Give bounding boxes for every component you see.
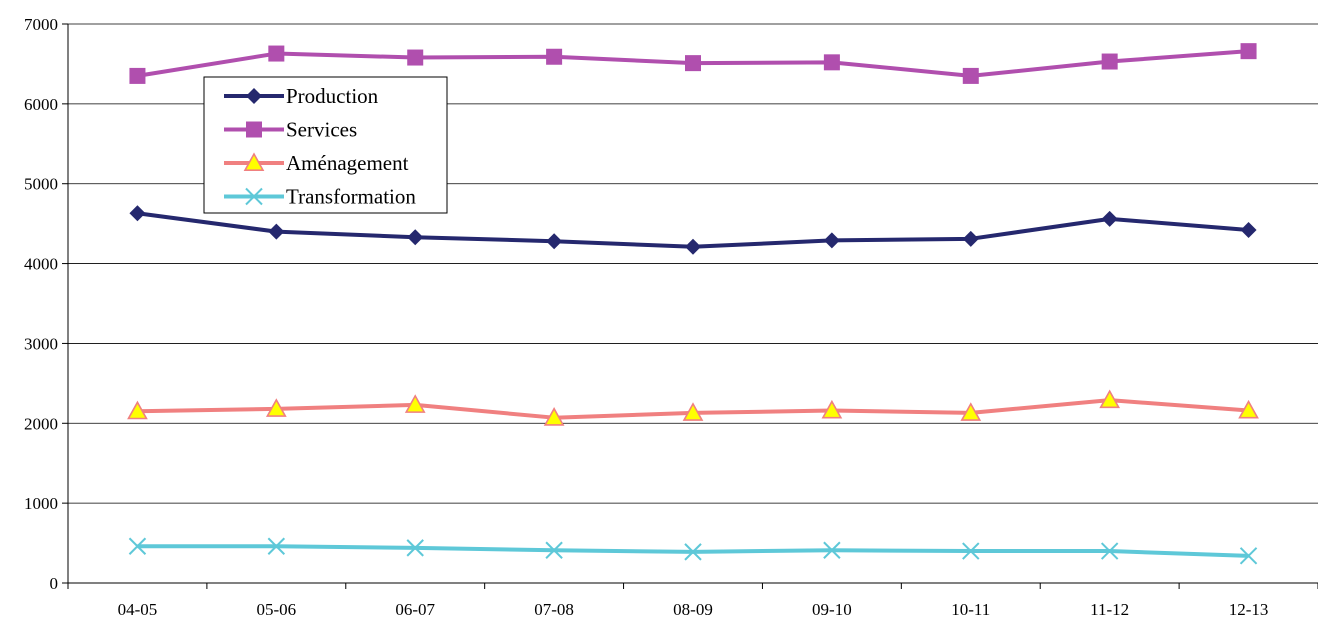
- data-point: [1101, 53, 1118, 70]
- data-point: [823, 232, 840, 249]
- data-point: [246, 88, 262, 104]
- series-transformation: [128, 537, 1258, 565]
- y-tick-label: 5000: [24, 175, 58, 194]
- legend-item: Production: [224, 84, 379, 108]
- x-tick-label: 07-08: [534, 600, 574, 619]
- legend-box: [203, 76, 448, 214]
- series-production: [129, 205, 1257, 255]
- y-tick-label: 6000: [24, 95, 58, 114]
- data-point: [407, 229, 424, 246]
- y-tick-label: 2000: [24, 414, 58, 433]
- data-point: [404, 394, 426, 413]
- x-tick-label: 12-13: [1229, 600, 1269, 619]
- y-tick-label: 4000: [24, 255, 58, 274]
- data-point: [685, 238, 701, 255]
- data-point: [268, 223, 285, 240]
- x-tick-label: 09-10: [812, 600, 852, 619]
- y-tick-label: 7000: [24, 15, 58, 34]
- data-point: [129, 205, 146, 222]
- legend-label: Aménagement: [286, 151, 409, 175]
- data-point: [546, 48, 563, 65]
- x-tick-label: 04-05: [118, 600, 158, 619]
- data-point: [682, 402, 704, 421]
- data-point: [962, 542, 980, 560]
- x-tick-label: 05-06: [256, 600, 296, 619]
- data-point: [1101, 210, 1118, 227]
- data-point: [1240, 222, 1257, 239]
- legend-item: Transformation: [224, 185, 416, 209]
- data-point: [129, 67, 146, 84]
- data-point: [1099, 389, 1121, 409]
- data-point: [821, 399, 843, 419]
- data-point: [545, 541, 563, 559]
- legend-label: Services: [286, 118, 357, 142]
- data-point: [128, 537, 147, 555]
- x-tick-label: 08-09: [673, 600, 713, 619]
- series-services: [129, 43, 1257, 84]
- x-tick-label: 11-12: [1090, 600, 1129, 619]
- data-point: [823, 54, 840, 71]
- data-point: [1239, 547, 1258, 565]
- series-aménagement: [127, 389, 1259, 426]
- data-point: [1100, 542, 1119, 560]
- y-tick-label: 3000: [24, 334, 58, 353]
- x-tick-label: 10-11: [951, 600, 990, 619]
- data-point: [407, 49, 424, 66]
- data-point: [684, 543, 702, 561]
- legend-item: Aménagement: [224, 151, 409, 175]
- legend-label: Production: [286, 84, 379, 108]
- data-point: [546, 233, 563, 250]
- data-point: [127, 400, 148, 420]
- x-tick-label: 06-07: [395, 600, 435, 619]
- data-point: [246, 121, 262, 138]
- legend-label: Transformation: [286, 185, 416, 209]
- legend-item: Services: [224, 118, 357, 142]
- legend: Production Services Aménagement Transformat…: [203, 76, 448, 214]
- data-point: [265, 398, 287, 417]
- data-point: [243, 152, 265, 171]
- data-point: [1238, 399, 1259, 419]
- data-point: [823, 541, 841, 559]
- data-point: [543, 407, 565, 426]
- data-point: [685, 55, 701, 72]
- data-point: [1240, 43, 1257, 60]
- series-group: [127, 43, 1259, 565]
- data-point: [962, 67, 979, 84]
- y-tick-label: 1000: [24, 494, 58, 513]
- x-axis: 04-05 05-06 06-07 07-08 08-09 09-10 10-11 11-12…: [67, 582, 1318, 619]
- data-point: [245, 187, 263, 206]
- data-point: [267, 537, 286, 555]
- data-point: [960, 402, 982, 421]
- data-point: [268, 45, 285, 62]
- data-point: [962, 230, 979, 247]
- y-tick-label: 0: [50, 574, 59, 593]
- data-point: [406, 539, 424, 557]
- y-axis: 0 1000 2000 3000 4000 5000 6000 7000: [24, 15, 69, 593]
